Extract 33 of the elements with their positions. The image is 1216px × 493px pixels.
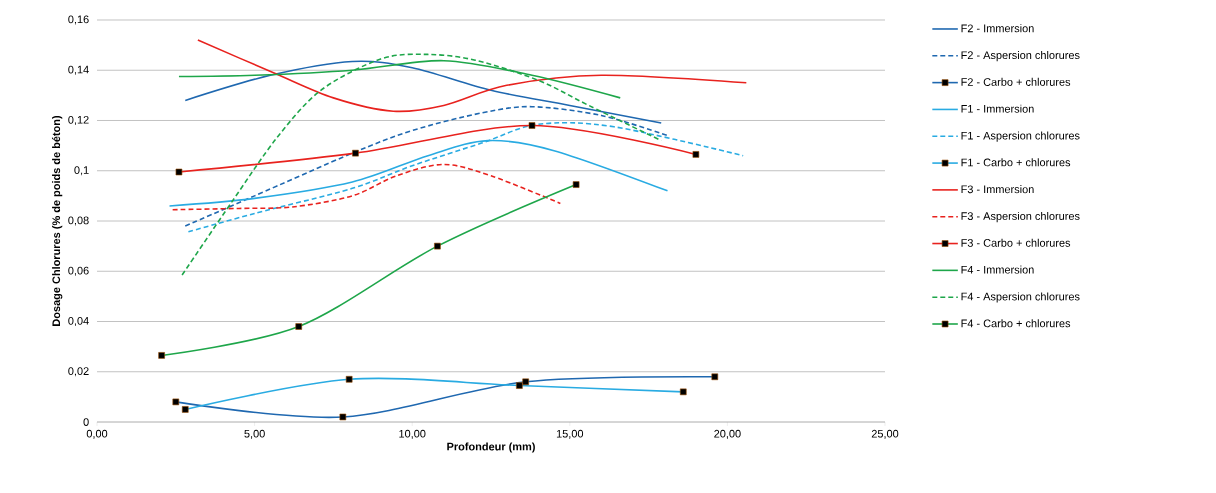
- legend-label: F4 - Carbo + chlorures: [961, 319, 1071, 328]
- legend-label: F2 - Carbo + chlorures: [961, 77, 1071, 86]
- legend-label: F2 - Immersion: [961, 24, 1034, 33]
- line-series: [184, 105, 669, 227]
- y-axis-title: Dosage Chlorures (% de poids de béton): [51, 115, 63, 326]
- legend-label: F4 - Immersion: [961, 265, 1034, 274]
- x-axis-title: Profondeur (mm): [447, 442, 535, 453]
- x-tick-label: 15,00: [556, 429, 584, 439]
- y-tick-label: 0,08: [68, 216, 89, 226]
- legend-label: F3 - Carbo + chlorures: [961, 238, 1071, 247]
- line-series: [171, 163, 562, 211]
- x-tick-label: 25,00: [871, 429, 899, 439]
- y-tick-label: 0,02: [68, 367, 89, 377]
- legend-label: F4 - Aspersion chlorures: [961, 292, 1080, 303]
- y-tick-label: 0,14: [68, 65, 89, 75]
- line-series: [197, 39, 748, 113]
- legend-label: F3 - Aspersion chlorures: [961, 211, 1080, 223]
- y-tick-label: 0,04: [68, 316, 89, 327]
- x-tick-label: 10,00: [399, 429, 426, 439]
- legend-label: F2 - Aspersion chlorures: [961, 51, 1080, 62]
- x-tick-label: 5,00: [244, 429, 265, 439]
- x-tick-label: 20,00: [714, 429, 741, 439]
- line-series: [184, 60, 663, 124]
- legend-label: F1 - Immersion: [961, 104, 1034, 113]
- y-tick-label: 0,06: [68, 266, 89, 276]
- legend-label: F1 - Carbo + chlorures: [961, 158, 1071, 167]
- y-tick-label: 0,12: [68, 115, 89, 126]
- x-tick-label: 0,00: [86, 429, 108, 439]
- y-tick-label: 0,1: [74, 166, 89, 176]
- y-tick-label: 0: [83, 418, 89, 426]
- legend-label: F1 - Aspersion chlorures: [961, 131, 1080, 142]
- y-tick-label: 0,16: [68, 15, 89, 25]
- legend-label: F3 - Immersion: [961, 185, 1034, 194]
